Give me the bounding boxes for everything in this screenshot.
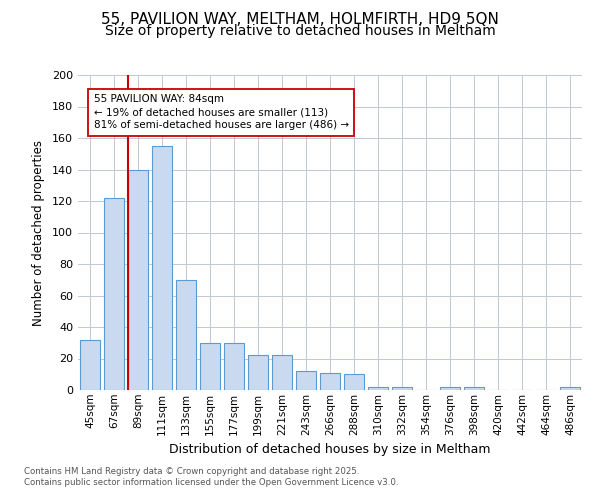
Bar <box>464 387 484 390</box>
Bar <box>392 387 412 390</box>
Text: Size of property relative to detached houses in Meltham: Size of property relative to detached ho… <box>104 24 496 38</box>
Bar <box>104 198 124 390</box>
Bar <box>200 343 220 390</box>
X-axis label: Distribution of detached houses by size in Meltham: Distribution of detached houses by size … <box>169 443 491 456</box>
Bar <box>80 340 100 390</box>
Bar <box>152 146 172 390</box>
Text: 55, PAVILION WAY, MELTHAM, HOLMFIRTH, HD9 5QN: 55, PAVILION WAY, MELTHAM, HOLMFIRTH, HD… <box>101 12 499 28</box>
Text: Contains HM Land Registry data © Crown copyright and database right 2025.: Contains HM Land Registry data © Crown c… <box>24 467 359 476</box>
Bar <box>440 387 460 390</box>
Bar <box>176 280 196 390</box>
Bar <box>344 374 364 390</box>
Y-axis label: Number of detached properties: Number of detached properties <box>32 140 45 326</box>
Bar <box>368 387 388 390</box>
Bar <box>248 356 268 390</box>
Bar <box>296 371 316 390</box>
Bar <box>128 170 148 390</box>
Bar <box>224 343 244 390</box>
Text: 55 PAVILION WAY: 84sqm
← 19% of detached houses are smaller (113)
81% of semi-de: 55 PAVILION WAY: 84sqm ← 19% of detached… <box>94 94 349 130</box>
Text: Contains public sector information licensed under the Open Government Licence v3: Contains public sector information licen… <box>24 478 398 487</box>
Bar <box>560 387 580 390</box>
Bar <box>320 372 340 390</box>
Bar <box>272 356 292 390</box>
